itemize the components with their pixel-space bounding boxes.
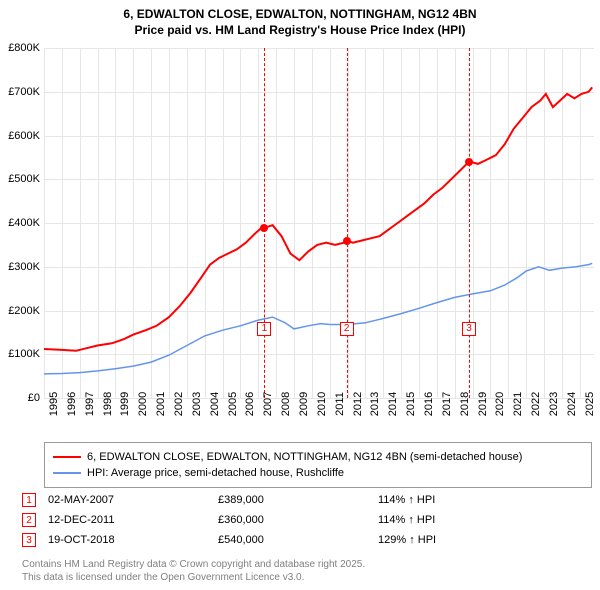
y-axis-label: £100K: [8, 348, 40, 360]
y-axis-label: £800K: [8, 42, 40, 54]
marker-vline: [347, 48, 348, 398]
x-axis-label: 2023: [548, 392, 560, 416]
marker-dot: [260, 224, 268, 232]
table-row: 3 19-OCT-2018£540,000129% ↑ HPI: [22, 530, 592, 550]
transaction-marker-box: 3: [22, 533, 36, 547]
x-axis-label: 2005: [227, 392, 239, 416]
transaction-price: £540,000: [218, 534, 378, 546]
table-row: 1 02-MAY-2007£389,000114% ↑ HPI: [22, 490, 592, 510]
x-axis-label: 2020: [494, 392, 506, 416]
x-axis-label: 2002: [173, 392, 185, 416]
footer-line-1: Contains HM Land Registry data © Crown c…: [22, 558, 365, 571]
series-lines: [44, 48, 594, 398]
series-line: [44, 87, 592, 350]
series-line: [44, 263, 592, 374]
legend-swatch: [53, 456, 81, 458]
legend-item: HPI: Average price, semi-detached house,…: [53, 465, 583, 481]
y-axis-label: £700K: [8, 86, 40, 98]
x-axis-label: 1995: [48, 392, 60, 416]
x-axis-label: 1998: [102, 392, 114, 416]
transaction-price: £389,000: [218, 494, 378, 506]
transaction-date: 12-DEC-2011: [48, 514, 218, 526]
x-axis-label: 2022: [530, 392, 542, 416]
marker-label-box: 3: [462, 322, 476, 336]
chart-title: 6, EDWALTON CLOSE, EDWALTON, NOTTINGHAM,…: [0, 0, 600, 38]
x-axis-label: 2017: [441, 392, 453, 416]
x-axis-label: 2025: [584, 392, 596, 416]
x-axis-label: 2015: [405, 392, 417, 416]
footer: Contains HM Land Registry data © Crown c…: [22, 558, 365, 584]
transaction-marker-box: 2: [22, 513, 36, 527]
marker-label-box: 2: [340, 322, 354, 336]
x-axis-label: 2006: [244, 392, 256, 416]
legend-item: 6, EDWALTON CLOSE, EDWALTON, NOTTINGHAM,…: [53, 449, 583, 465]
x-axis-label: 2007: [262, 392, 274, 416]
x-axis-label: 2016: [423, 392, 435, 416]
x-axis-label: 2003: [191, 392, 203, 416]
x-axis-label: 1996: [66, 392, 78, 416]
x-axis-label: 2018: [459, 392, 471, 416]
title-line-1: 6, EDWALTON CLOSE, EDWALTON, NOTTINGHAM,…: [0, 6, 600, 22]
marker-dot: [343, 237, 351, 245]
x-axis-label: 2024: [566, 392, 578, 416]
transaction-date: 19-OCT-2018: [48, 534, 218, 546]
transaction-table: 1 02-MAY-2007£389,000114% ↑ HPI 2 12-DEC-20…: [22, 490, 592, 550]
x-axis-label: 2009: [298, 392, 310, 416]
marker-dot: [465, 158, 473, 166]
y-axis-label: £600K: [8, 130, 40, 142]
transaction-price: £360,000: [218, 514, 378, 526]
x-axis-label: 2000: [137, 392, 149, 416]
legend: 6, EDWALTON CLOSE, EDWALTON, NOTTINGHAM,…: [44, 442, 592, 488]
table-row: 2 12-DEC-2011£360,000114% ↑ HPI: [22, 510, 592, 530]
y-axis-label: £200K: [8, 305, 40, 317]
transaction-hpi: 129% ↑ HPI: [378, 534, 538, 546]
x-axis-label: 2004: [209, 392, 221, 416]
x-axis-label: 2011: [334, 392, 346, 416]
x-axis-label: 2014: [387, 392, 399, 416]
footer-line-2: This data is licensed under the Open Gov…: [22, 571, 365, 584]
y-axis-label: £400K: [8, 217, 40, 229]
marker-vline: [469, 48, 470, 398]
x-axis-label: 2019: [477, 392, 489, 416]
x-axis-label: 2012: [352, 392, 364, 416]
marker-label-box: 1: [257, 322, 271, 336]
y-axis-label: £0: [28, 392, 40, 404]
legend-label: HPI: Average price, semi-detached house,…: [87, 467, 344, 479]
plot-area: 1 2 3: [44, 48, 594, 398]
x-axis-label: 2013: [369, 392, 381, 416]
transaction-date: 02-MAY-2007: [48, 494, 218, 506]
chart-area: £0£100K£200K£300K£400K£500K£600K£700K£80…: [0, 48, 600, 436]
y-axis-label: £300K: [8, 261, 40, 273]
transaction-hpi: 114% ↑ HPI: [378, 514, 538, 526]
transaction-hpi: 114% ↑ HPI: [378, 494, 538, 506]
x-axis-label: 1997: [84, 392, 96, 416]
title-line-2: Price paid vs. HM Land Registry's House …: [0, 22, 600, 38]
legend-label: 6, EDWALTON CLOSE, EDWALTON, NOTTINGHAM,…: [87, 451, 522, 463]
x-axis-label: 2001: [155, 392, 167, 416]
legend-swatch: [53, 472, 81, 474]
x-axis-label: 2010: [316, 392, 328, 416]
transaction-marker-box: 1: [22, 493, 36, 507]
x-axis-label: 1999: [119, 392, 131, 416]
x-axis-label: 2008: [280, 392, 292, 416]
y-axis-label: £500K: [8, 173, 40, 185]
x-axis-label: 2021: [512, 392, 524, 416]
